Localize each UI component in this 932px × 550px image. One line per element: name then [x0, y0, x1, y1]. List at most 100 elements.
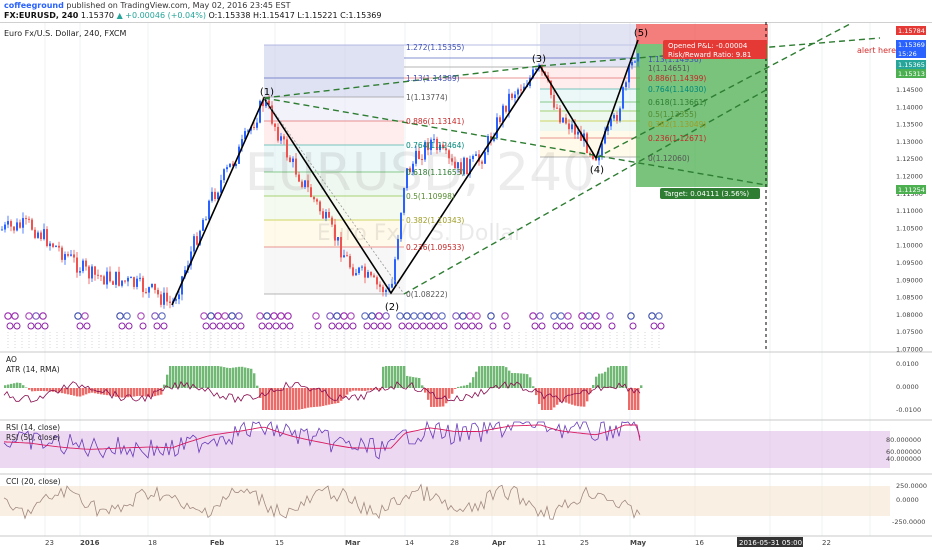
event-icon[interactable]	[139, 322, 147, 330]
event-icon[interactable]	[657, 322, 665, 330]
event-icon[interactable]	[342, 322, 350, 330]
event-icon[interactable]	[606, 312, 614, 320]
event-icon[interactable]	[263, 312, 271, 320]
event-icon[interactable]	[200, 312, 208, 320]
event-icon[interactable]	[123, 312, 131, 320]
stop-loss-box[interactable]	[636, 24, 768, 44]
event-icon[interactable]	[461, 322, 469, 330]
event-icon[interactable]	[349, 322, 357, 330]
event-icon[interactable]	[587, 322, 595, 330]
event-icon[interactable]	[347, 312, 355, 320]
event-icon[interactable]	[585, 312, 593, 320]
event-icon[interactable]	[272, 322, 280, 330]
event-icon[interactable]	[151, 312, 159, 320]
event-icon[interactable]	[312, 312, 320, 320]
event-icon[interactable]	[529, 312, 537, 320]
event-icon[interactable]	[333, 312, 341, 320]
event-icon[interactable]	[286, 322, 294, 330]
event-icon[interactable]	[335, 322, 343, 330]
event-icon[interactable]	[158, 312, 166, 320]
event-icon[interactable]	[531, 322, 539, 330]
event-icon[interactable]	[81, 312, 89, 320]
event-icon[interactable]	[137, 312, 145, 320]
event-icon[interactable]	[363, 322, 371, 330]
event-icon[interactable]	[74, 312, 82, 320]
event-icon[interactable]	[629, 322, 637, 330]
event-icon[interactable]	[41, 322, 49, 330]
event-icon[interactable]	[403, 312, 411, 320]
event-icon[interactable]	[466, 312, 474, 320]
event-icon[interactable]	[627, 312, 635, 320]
take-profit-box[interactable]	[636, 44, 768, 187]
event-icon[interactable]	[552, 322, 560, 330]
event-icon[interactable]	[202, 322, 210, 330]
event-icon[interactable]	[361, 312, 369, 320]
event-icon[interactable]	[377, 322, 385, 330]
event-icon[interactable]	[326, 312, 334, 320]
event-icon[interactable]	[426, 322, 434, 330]
event-icon[interactable]	[125, 322, 133, 330]
event-icon[interactable]	[39, 312, 47, 320]
author-link[interactable]: coffeeground	[4, 1, 64, 10]
event-icon[interactable]	[592, 312, 600, 320]
event-icon[interactable]	[501, 312, 509, 320]
event-icon[interactable]	[431, 312, 439, 320]
event-icon[interactable]	[454, 322, 462, 330]
event-icon[interactable]	[34, 322, 42, 330]
event-icon[interactable]	[370, 322, 378, 330]
event-icon[interactable]	[258, 322, 266, 330]
event-icon[interactable]	[221, 312, 229, 320]
event-icon[interactable]	[440, 322, 448, 330]
event-icon[interactable]	[209, 322, 217, 330]
event-icon[interactable]	[235, 312, 243, 320]
event-icon[interactable]	[270, 312, 278, 320]
event-icon[interactable]	[566, 322, 574, 330]
event-icon[interactable]	[4, 312, 12, 320]
event-icon[interactable]	[223, 322, 231, 330]
event-icon[interactable]	[473, 312, 481, 320]
event-icon[interactable]	[419, 322, 427, 330]
event-icon[interactable]	[550, 312, 558, 320]
event-icon[interactable]	[207, 312, 215, 320]
event-icon[interactable]	[214, 312, 222, 320]
event-icon[interactable]	[256, 312, 264, 320]
event-icon[interactable]	[27, 322, 35, 330]
event-icon[interactable]	[538, 322, 546, 330]
event-icon[interactable]	[424, 312, 432, 320]
event-icon[interactable]	[228, 312, 236, 320]
event-icon[interactable]	[459, 312, 467, 320]
event-icon[interactable]	[13, 322, 21, 330]
event-icon[interactable]	[153, 322, 161, 330]
event-icon[interactable]	[382, 312, 390, 320]
event-icon[interactable]	[83, 322, 91, 330]
target-label-box[interactable]: Target: 0.04111 (3.56%)	[660, 188, 760, 199]
time-axis[interactable]: 23 2016 18 Feb 15 Mar 14 28 Apr 11 25 May 16 2016-05-…	[45, 537, 831, 547]
event-icon[interactable]	[398, 322, 406, 330]
event-icon[interactable]	[468, 322, 476, 330]
event-icon[interactable]	[368, 312, 376, 320]
event-icon[interactable]	[536, 312, 544, 320]
economic-events-row[interactable]	[4, 312, 665, 348]
event-icon[interactable]	[594, 322, 602, 330]
event-icon[interactable]	[314, 322, 322, 330]
event-icon[interactable]	[410, 312, 418, 320]
event-icon[interactable]	[160, 322, 168, 330]
event-icon[interactable]	[396, 312, 404, 320]
event-icon[interactable]	[650, 322, 658, 330]
event-icon[interactable]	[284, 312, 292, 320]
event-icon[interactable]	[452, 312, 460, 320]
event-icon[interactable]	[412, 322, 420, 330]
event-icon[interactable]	[489, 322, 497, 330]
event-icon[interactable]	[655, 312, 663, 320]
event-icon[interactable]	[417, 312, 425, 320]
trade-info-box[interactable]: Opened P&L: -0.00004 Risk/Reward Ratio: …	[663, 40, 767, 59]
event-icon[interactable]	[503, 322, 511, 330]
event-icon[interactable]	[216, 322, 224, 330]
event-icon[interactable]	[648, 312, 656, 320]
event-icon[interactable]	[6, 322, 14, 330]
event-icon[interactable]	[32, 312, 40, 320]
event-icon[interactable]	[557, 312, 565, 320]
event-icon[interactable]	[116, 312, 124, 320]
price-axis[interactable]: 1.14500 1.14000 1.13500 1.13000 1.12500 1.120…	[896, 86, 923, 354]
